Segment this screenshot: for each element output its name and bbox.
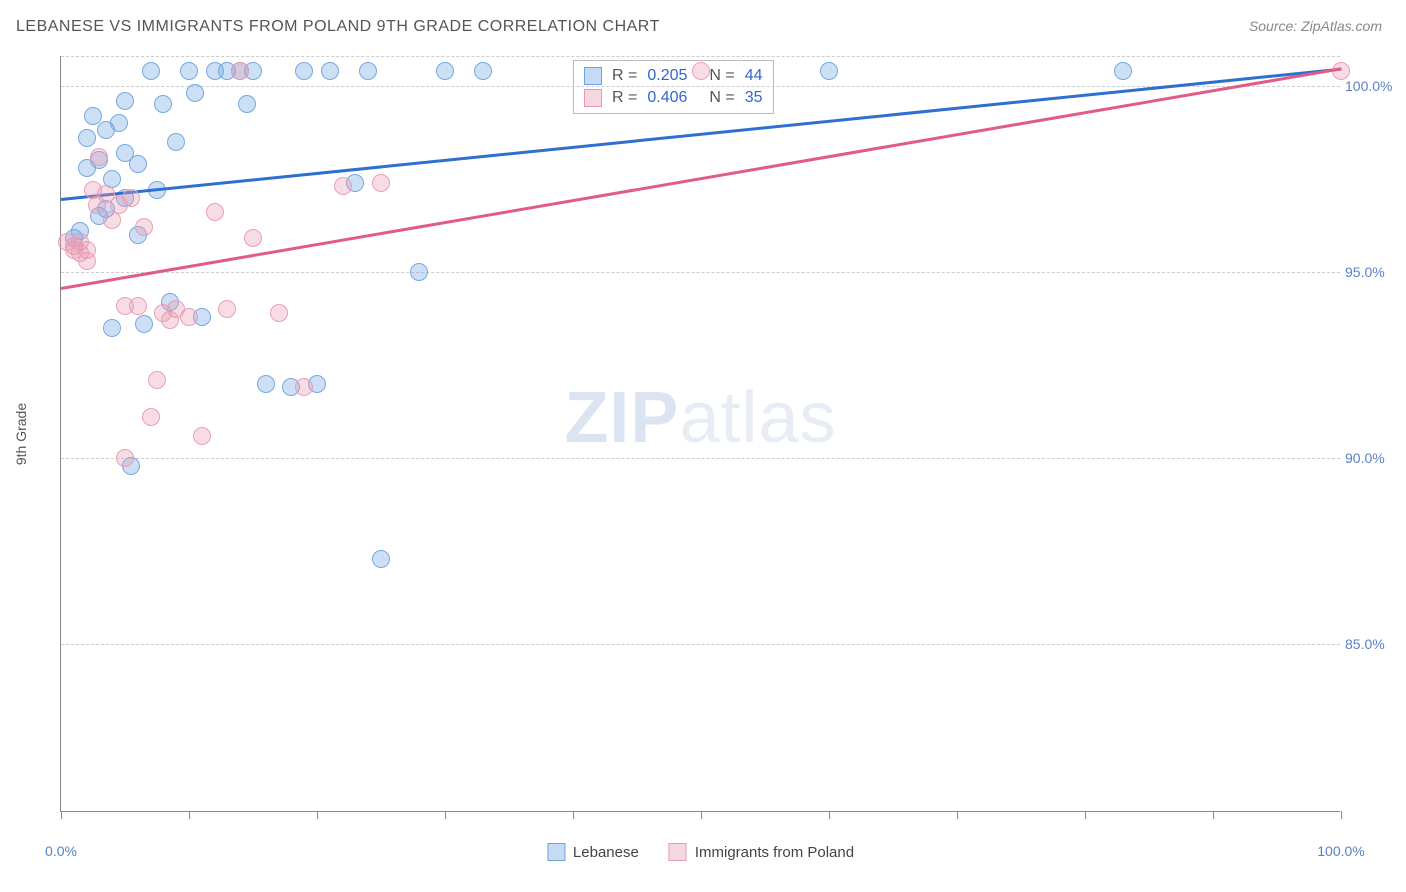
- xtick-label: 100.0%: [1317, 843, 1364, 859]
- stats-n-value: 35: [745, 89, 763, 107]
- data-point: [78, 129, 96, 147]
- stats-box: R = 0.205 N = 44 R = 0.406 N = 35: [573, 60, 774, 114]
- source-label: Source: ZipAtlas.com: [1249, 18, 1382, 34]
- xtick-label: 0.0%: [45, 843, 77, 859]
- legend-swatch: [547, 843, 565, 861]
- data-point: [135, 218, 153, 236]
- data-point: [295, 378, 313, 396]
- stats-n-label: N =: [709, 89, 734, 107]
- y-axis-label: 9th Grade: [13, 402, 29, 464]
- legend-item: Lebanese: [547, 843, 639, 861]
- chart-title: LEBANESE VS IMMIGRANTS FROM POLAND 9TH G…: [16, 18, 660, 36]
- data-point: [116, 92, 134, 110]
- stats-swatch: [584, 67, 602, 85]
- data-point: [372, 550, 390, 568]
- xtick: [1213, 811, 1214, 819]
- data-point: [244, 229, 262, 247]
- legend: Lebanese Immigrants from Poland: [547, 843, 854, 861]
- data-point: [231, 62, 249, 80]
- data-point: [295, 62, 313, 80]
- data-point: [218, 300, 236, 318]
- gridline-h: [61, 644, 1340, 645]
- data-point: [238, 95, 256, 113]
- data-point: [1114, 62, 1132, 80]
- xtick: [701, 811, 702, 819]
- gridline-h: [61, 458, 1340, 459]
- data-point: [167, 133, 185, 151]
- legend-swatch: [669, 843, 687, 861]
- data-point: [474, 62, 492, 80]
- xtick: [61, 811, 62, 819]
- xtick: [317, 811, 318, 819]
- xtick: [189, 811, 190, 819]
- data-point: [142, 62, 160, 80]
- data-point: [334, 177, 352, 195]
- data-point: [186, 84, 204, 102]
- stats-r-value: 0.205: [647, 67, 687, 85]
- data-point: [206, 203, 224, 221]
- data-point: [270, 304, 288, 322]
- data-point: [110, 114, 128, 132]
- data-point: [410, 263, 428, 281]
- legend-item: Immigrants from Poland: [669, 843, 854, 861]
- data-point: [193, 427, 211, 445]
- xtick: [445, 811, 446, 819]
- xtick: [829, 811, 830, 819]
- data-point: [142, 408, 160, 426]
- watermark-atlas: atlas: [679, 378, 836, 458]
- watermark-zip: ZIP: [564, 378, 679, 458]
- gridline-h: [61, 272, 1340, 273]
- stats-n-label: N =: [709, 67, 734, 85]
- xtick: [573, 811, 574, 819]
- data-point: [129, 297, 147, 315]
- legend-label: Lebanese: [573, 844, 639, 861]
- data-point: [148, 371, 166, 389]
- gridline-h: [61, 56, 1340, 57]
- data-point: [180, 308, 198, 326]
- data-point: [359, 62, 377, 80]
- data-point: [116, 449, 134, 467]
- stats-row: R = 0.205 N = 44: [584, 65, 763, 87]
- xtick: [1085, 811, 1086, 819]
- data-point: [135, 315, 153, 333]
- stats-r-label: R =: [612, 89, 637, 107]
- data-point: [436, 62, 454, 80]
- data-point: [84, 107, 102, 125]
- stats-r-value: 0.406: [647, 89, 687, 107]
- data-point: [103, 319, 121, 337]
- ytick-label: 85.0%: [1345, 636, 1400, 652]
- stats-row: R = 0.406 N = 35: [584, 87, 763, 109]
- xtick: [1341, 811, 1342, 819]
- stats-swatch: [584, 89, 602, 107]
- data-point: [820, 62, 838, 80]
- xtick: [957, 811, 958, 819]
- stats-r-label: R =: [612, 67, 637, 85]
- ytick-label: 95.0%: [1345, 264, 1400, 280]
- data-point: [372, 174, 390, 192]
- data-point: [90, 148, 108, 166]
- data-point: [154, 95, 172, 113]
- data-point: [78, 241, 96, 259]
- data-point: [321, 62, 339, 80]
- stats-n-value: 44: [745, 67, 763, 85]
- data-point: [692, 62, 710, 80]
- data-point: [257, 375, 275, 393]
- ytick-label: 100.0%: [1345, 78, 1400, 94]
- plot-area: 9th Grade ZIPatlas R = 0.205N = 44R = 0.…: [60, 56, 1340, 812]
- data-point: [122, 189, 140, 207]
- data-point: [129, 155, 147, 173]
- ytick-label: 90.0%: [1345, 450, 1400, 466]
- data-point: [180, 62, 198, 80]
- watermark: ZIPatlas: [564, 377, 836, 459]
- legend-label: Immigrants from Poland: [695, 844, 854, 861]
